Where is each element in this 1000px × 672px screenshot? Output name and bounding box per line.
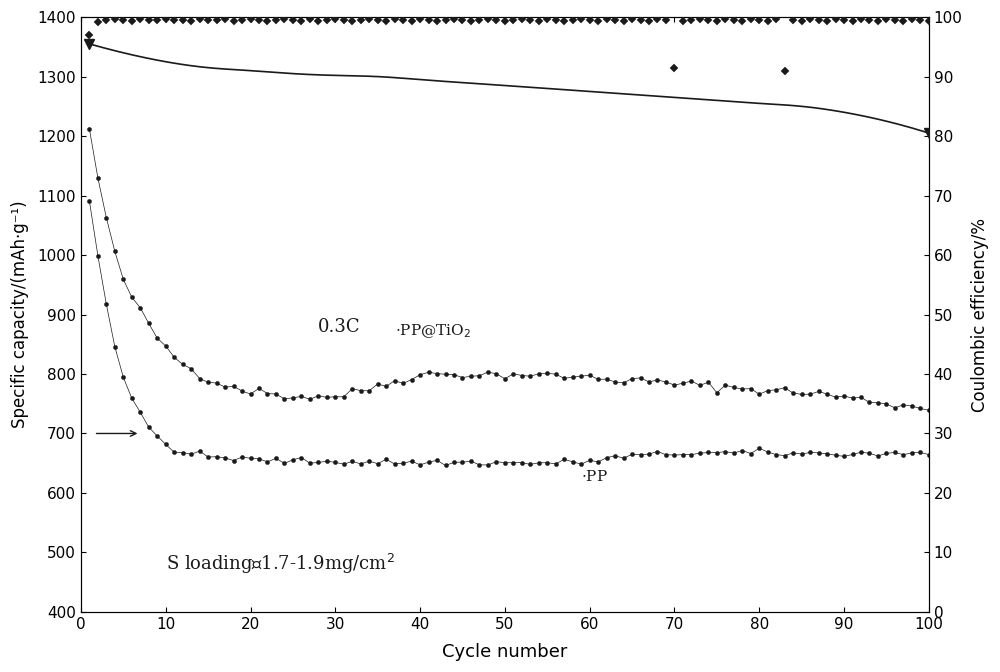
Text: $\cdot$PP@TiO$_2$: $\cdot$PP@TiO$_2$ (395, 323, 471, 340)
Y-axis label: Specific capacity/(mAh·g⁻¹): Specific capacity/(mAh·g⁻¹) (11, 201, 29, 428)
Y-axis label: Coulombic efficiency/%: Coulombic efficiency/% (971, 218, 989, 411)
Text: 0.3C: 0.3C (318, 319, 361, 337)
X-axis label: Cycle number: Cycle number (442, 643, 568, 661)
Text: $\cdot$PP: $\cdot$PP (581, 469, 608, 484)
Text: S loading：1.7-1.9mg/cm$^2$: S loading：1.7-1.9mg/cm$^2$ (166, 552, 395, 577)
